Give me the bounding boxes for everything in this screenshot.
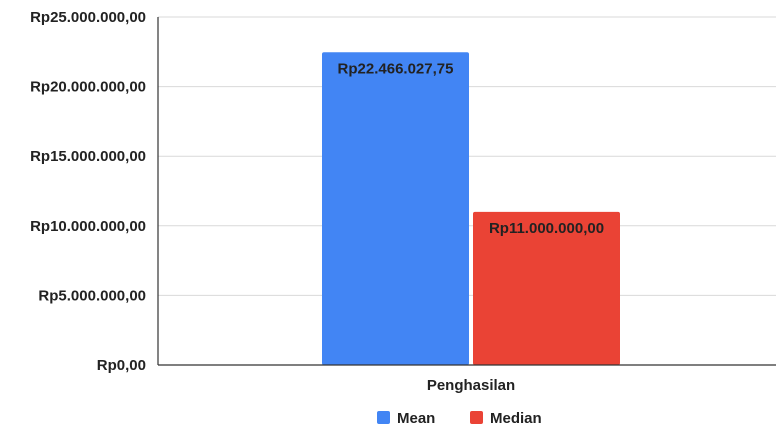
legend-label-mean: Mean (397, 410, 435, 427)
bars: Rp22.466.027,75 Rp11.000.000,00 (322, 52, 620, 366)
legend-label-median: Median (490, 410, 542, 427)
legend: Mean Median (377, 410, 542, 427)
y-tick-label: Rp25.000.000,00 (30, 9, 146, 26)
x-axis-category-labels: Penghasilan (427, 377, 515, 394)
y-tick-label: Rp10.000.000,00 (30, 218, 146, 235)
y-tick-label: Rp0,00 (97, 357, 146, 374)
y-tick-label: Rp5.000.000,00 (38, 287, 146, 304)
data-label-median: Rp11.000.000,00 (489, 220, 604, 237)
legend-swatch-mean (377, 411, 390, 424)
x-category-label: Penghasilan (427, 377, 515, 394)
bar-mean (322, 52, 469, 366)
data-label-mean: Rp22.466.027,75 (338, 60, 454, 77)
y-tick-label: Rp15.000.000,00 (30, 148, 146, 165)
y-tick-label: Rp20.000.000,00 (30, 79, 146, 96)
y-axis-tick-labels: Rp0,00 Rp5.000.000,00 Rp10.000.000,00 Rp15.… (30, 9, 146, 374)
bar-median (473, 211, 620, 365)
axes (157, 17, 776, 366)
legend-swatch-median (470, 411, 483, 424)
